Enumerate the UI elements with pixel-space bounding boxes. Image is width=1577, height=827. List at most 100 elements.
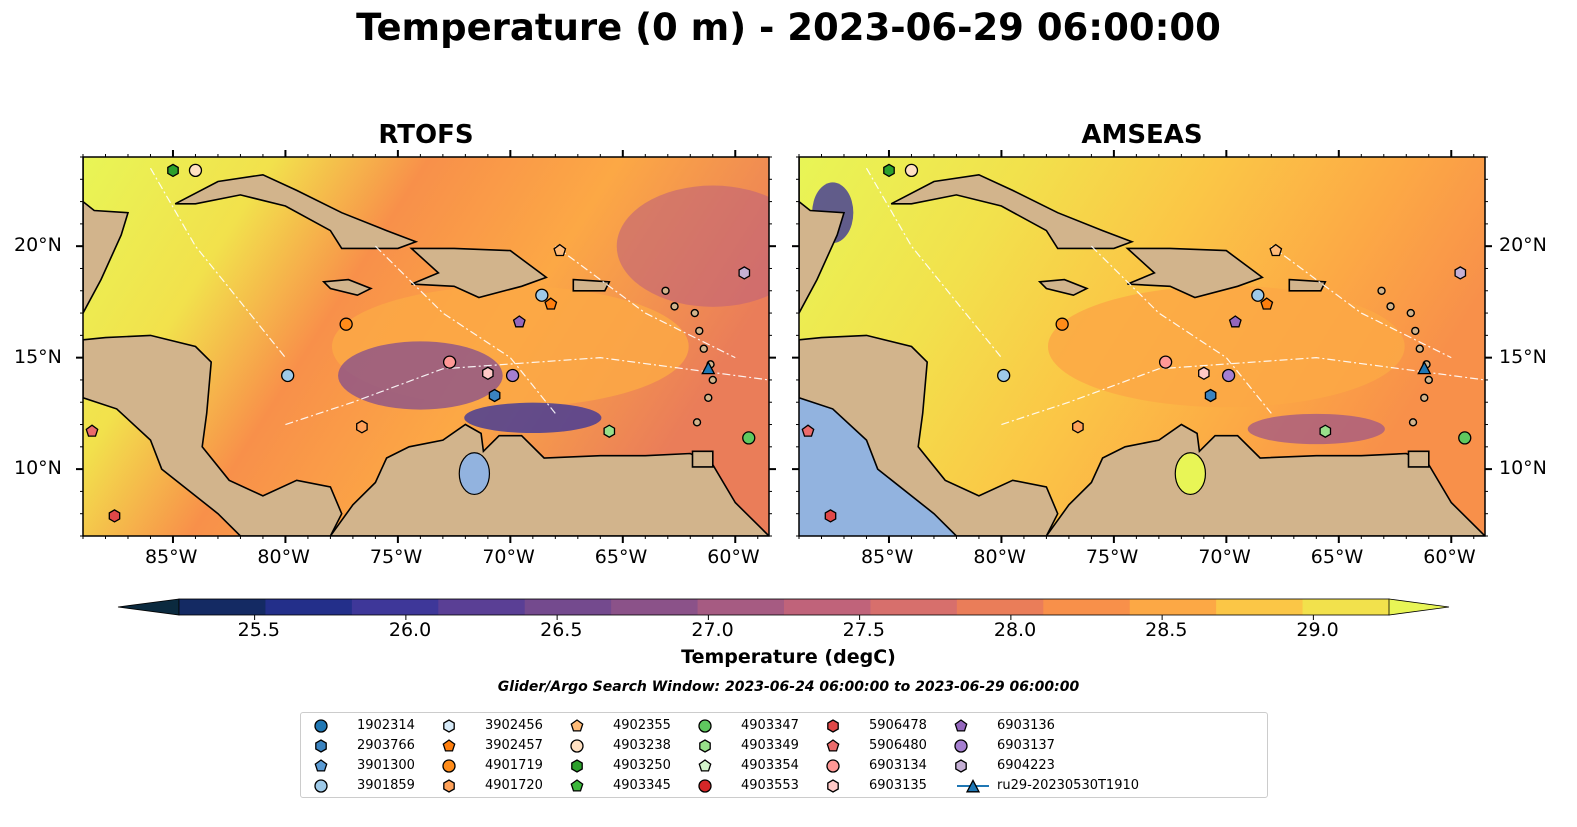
lesser-antilles-island [708, 375, 717, 385]
main-title: Temperature (0 m) - 2023-06-29 06:00:00 [356, 6, 1221, 49]
lesser-antilles-island [661, 286, 670, 295]
legend-marker [955, 759, 967, 773]
search-window-text: Glider/Argo Search Window: 2023-06-24 06… [497, 679, 1080, 695]
eez-boundary-line [1090, 245, 1272, 414]
legend-label: ru29-20230530T1910 [997, 778, 1140, 793]
legend-label: 6903137 [997, 738, 1055, 753]
panel-title: AMSEAS [1081, 120, 1203, 150]
panel-title: RTOFS [378, 120, 474, 150]
float-marker-3901859 [997, 368, 1011, 383]
jamaica-land [321, 278, 373, 297]
lat-tick-label: 15°N [1499, 345, 1547, 368]
lat-tick-label: 20°N [1499, 234, 1547, 257]
lesser-antilles-island [1377, 286, 1386, 295]
lon-tick-label: 60°W [1423, 546, 1476, 568]
legend-marker [571, 759, 583, 773]
lesser-antilles-island [704, 393, 713, 402]
colorbar-segment [1043, 599, 1131, 615]
map-frame [798, 156, 1486, 537]
legend-label: 4901720 [485, 778, 543, 793]
lon-tick-label: 70°W [1198, 546, 1251, 568]
legend-marker [954, 719, 968, 732]
legend-label: 3902457 [485, 738, 543, 753]
lesser-antilles-island [1406, 308, 1415, 318]
float-marker-4903347 [1458, 431, 1472, 445]
legend-marker [826, 759, 840, 773]
colorbar-segment [1216, 599, 1304, 615]
colorbar-tick-label: 28.5 [1145, 619, 1188, 641]
lon-tick-label: 75°W [369, 546, 423, 568]
lat-tick-label: 10°N [1499, 457, 1547, 480]
legend-marker [698, 779, 712, 793]
lesser-antilles-island [692, 418, 702, 427]
colorbar-tick-label: 27.5 [842, 619, 885, 641]
trinidad-land [1407, 450, 1430, 468]
eez-boundary-line [149, 167, 286, 359]
float-marker-4902355 [553, 243, 567, 257]
lat-tick-label: 10°N [14, 457, 62, 480]
legend-marker [570, 779, 584, 792]
map-panel-rtofs [76, 150, 776, 543]
lesser-antilles-island [690, 308, 699, 318]
warm-water-region [1047, 285, 1405, 408]
colorbar-min-extend [117, 598, 180, 616]
south-america-land [1045, 423, 1485, 536]
lon-tick-label: 65°W [1310, 546, 1364, 568]
colorbar-tick-label: 25.5 [237, 619, 280, 641]
float-marker-3901859 [535, 288, 549, 302]
colorbar-segment [697, 599, 785, 615]
legend-marker [954, 739, 968, 753]
hispaniola-land [409, 247, 548, 299]
float-marker-4901719 [339, 317, 353, 331]
lesser-antilles-island [1408, 418, 1418, 427]
float-marker-6903135 [482, 366, 494, 381]
legend-marker [827, 779, 839, 793]
legend-label: 4901719 [485, 758, 543, 773]
puerto-rico-land [1288, 278, 1327, 292]
upwelling-region [1247, 413, 1385, 445]
lesser-antilles-island [1386, 302, 1395, 311]
legend-marker [443, 779, 455, 793]
float-marker-6903136 [512, 315, 526, 328]
legend-marker [314, 719, 328, 733]
lon-tick-label: 85°W [144, 546, 198, 568]
float-marker-6904223 [1454, 266, 1467, 280]
float-marker-4903349 [603, 424, 616, 438]
lesser-antilles-island [1415, 344, 1424, 353]
lesser-antilles-island [1424, 375, 1433, 385]
colorbar-segment [956, 599, 1044, 615]
colorbar-segment [351, 599, 439, 615]
legend-label: 6903134 [869, 758, 927, 773]
yucatan-land [83, 157, 130, 314]
float-marker-6903134 [442, 355, 457, 369]
legend-label: 4903238 [613, 738, 671, 753]
legend-label: 4903347 [741, 718, 799, 733]
legend-label: 1902314 [357, 718, 415, 733]
trinidad-land [691, 450, 714, 468]
float-marker-4901720 [356, 420, 368, 434]
legend-label: 6903135 [869, 778, 927, 793]
colorbar-segment [784, 599, 871, 615]
float-marker-6903137 [1221, 368, 1236, 383]
legend: 1902314 2903766 3901300 3901859 3902456 39024… [300, 712, 1268, 798]
eez-boundary-line [865, 167, 1002, 359]
legend-marker [315, 739, 327, 753]
colorbar-outline [178, 598, 1390, 616]
legend-label: 4903250 [613, 758, 671, 773]
lesser-antilles-island [695, 326, 704, 336]
eez-boundary-line [285, 357, 769, 426]
legend-label: 5906478 [869, 718, 927, 733]
legend-label: 4903354 [741, 758, 799, 773]
float-marker-2903766 [488, 388, 501, 403]
legend-marker [827, 719, 839, 733]
eez-boundary-line [1001, 357, 1485, 426]
hispaniola-land [1125, 247, 1264, 299]
legend-marker [314, 779, 328, 793]
float-marker-4901720 [1072, 420, 1084, 434]
legend-label: 4903553 [741, 778, 799, 793]
cuba-land [174, 173, 419, 250]
lat-tick-label: 20°N [14, 234, 62, 257]
float-marker-2903766 [1204, 388, 1217, 403]
colorbar-segment [524, 599, 612, 615]
colorbar-tick-label: 29.0 [1296, 619, 1339, 641]
